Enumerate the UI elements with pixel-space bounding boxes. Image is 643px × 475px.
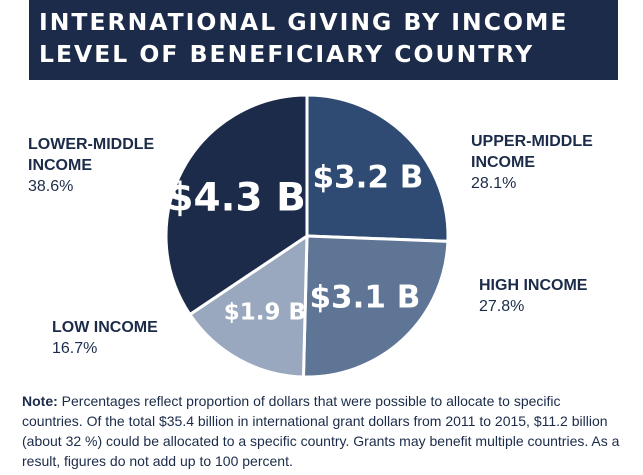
label-lower-middle-income-name: LOWER-MIDDLE INCOME [28, 136, 155, 174]
legend-lower-middle-income: LOWER-MIDDLE INCOME 38.6% [28, 134, 178, 197]
label-high-income-percent: 27.8% [479, 298, 525, 315]
pie-value-label-high-income: $3.1 B [309, 280, 420, 316]
label-lower-middle-income-percent: 38.6% [28, 178, 74, 195]
label-upper-middle-income-percent: 28.1% [471, 175, 517, 192]
pie-value-label-upper-middle-income: $3.2 B [312, 159, 423, 195]
footnote-label: Note: [22, 393, 58, 409]
footnote-text: Percentages reflect proportion of dollar… [22, 393, 620, 469]
legend-low-income: LOW INCOME 16.7% [52, 317, 158, 359]
chart-title: INTERNATIONAL GIVING BY INCOME LEVEL OF … [39, 8, 569, 68]
pie-slice-lower-middle-income [164, 93, 309, 317]
label-upper-middle-income-name: UPPER-MIDDLE INCOME [471, 133, 593, 171]
label-high-income-name: HIGH INCOME [479, 277, 588, 294]
chart-title-banner: INTERNATIONAL GIVING BY INCOME LEVEL OF … [29, 0, 618, 80]
legend-high-income: HIGH INCOME 27.8% [479, 275, 587, 317]
footnote: Note: Percentages reflect proportion of … [22, 391, 622, 471]
legend-upper-middle-income: UPPER-MIDDLE INCOME 28.1% [471, 131, 621, 194]
pie-slice-high-income [301, 234, 450, 379]
pie-slice-upper-middle-income [305, 93, 450, 243]
label-low-income-name: LOW INCOME [52, 319, 158, 336]
pie-value-label-low-income: $1.9 B [224, 300, 306, 326]
pie-value-label-lower-middle-income: $4.3 B [166, 176, 306, 221]
label-low-income-percent: 16.7% [52, 340, 98, 357]
pie-slice-low-income [187, 233, 309, 379]
